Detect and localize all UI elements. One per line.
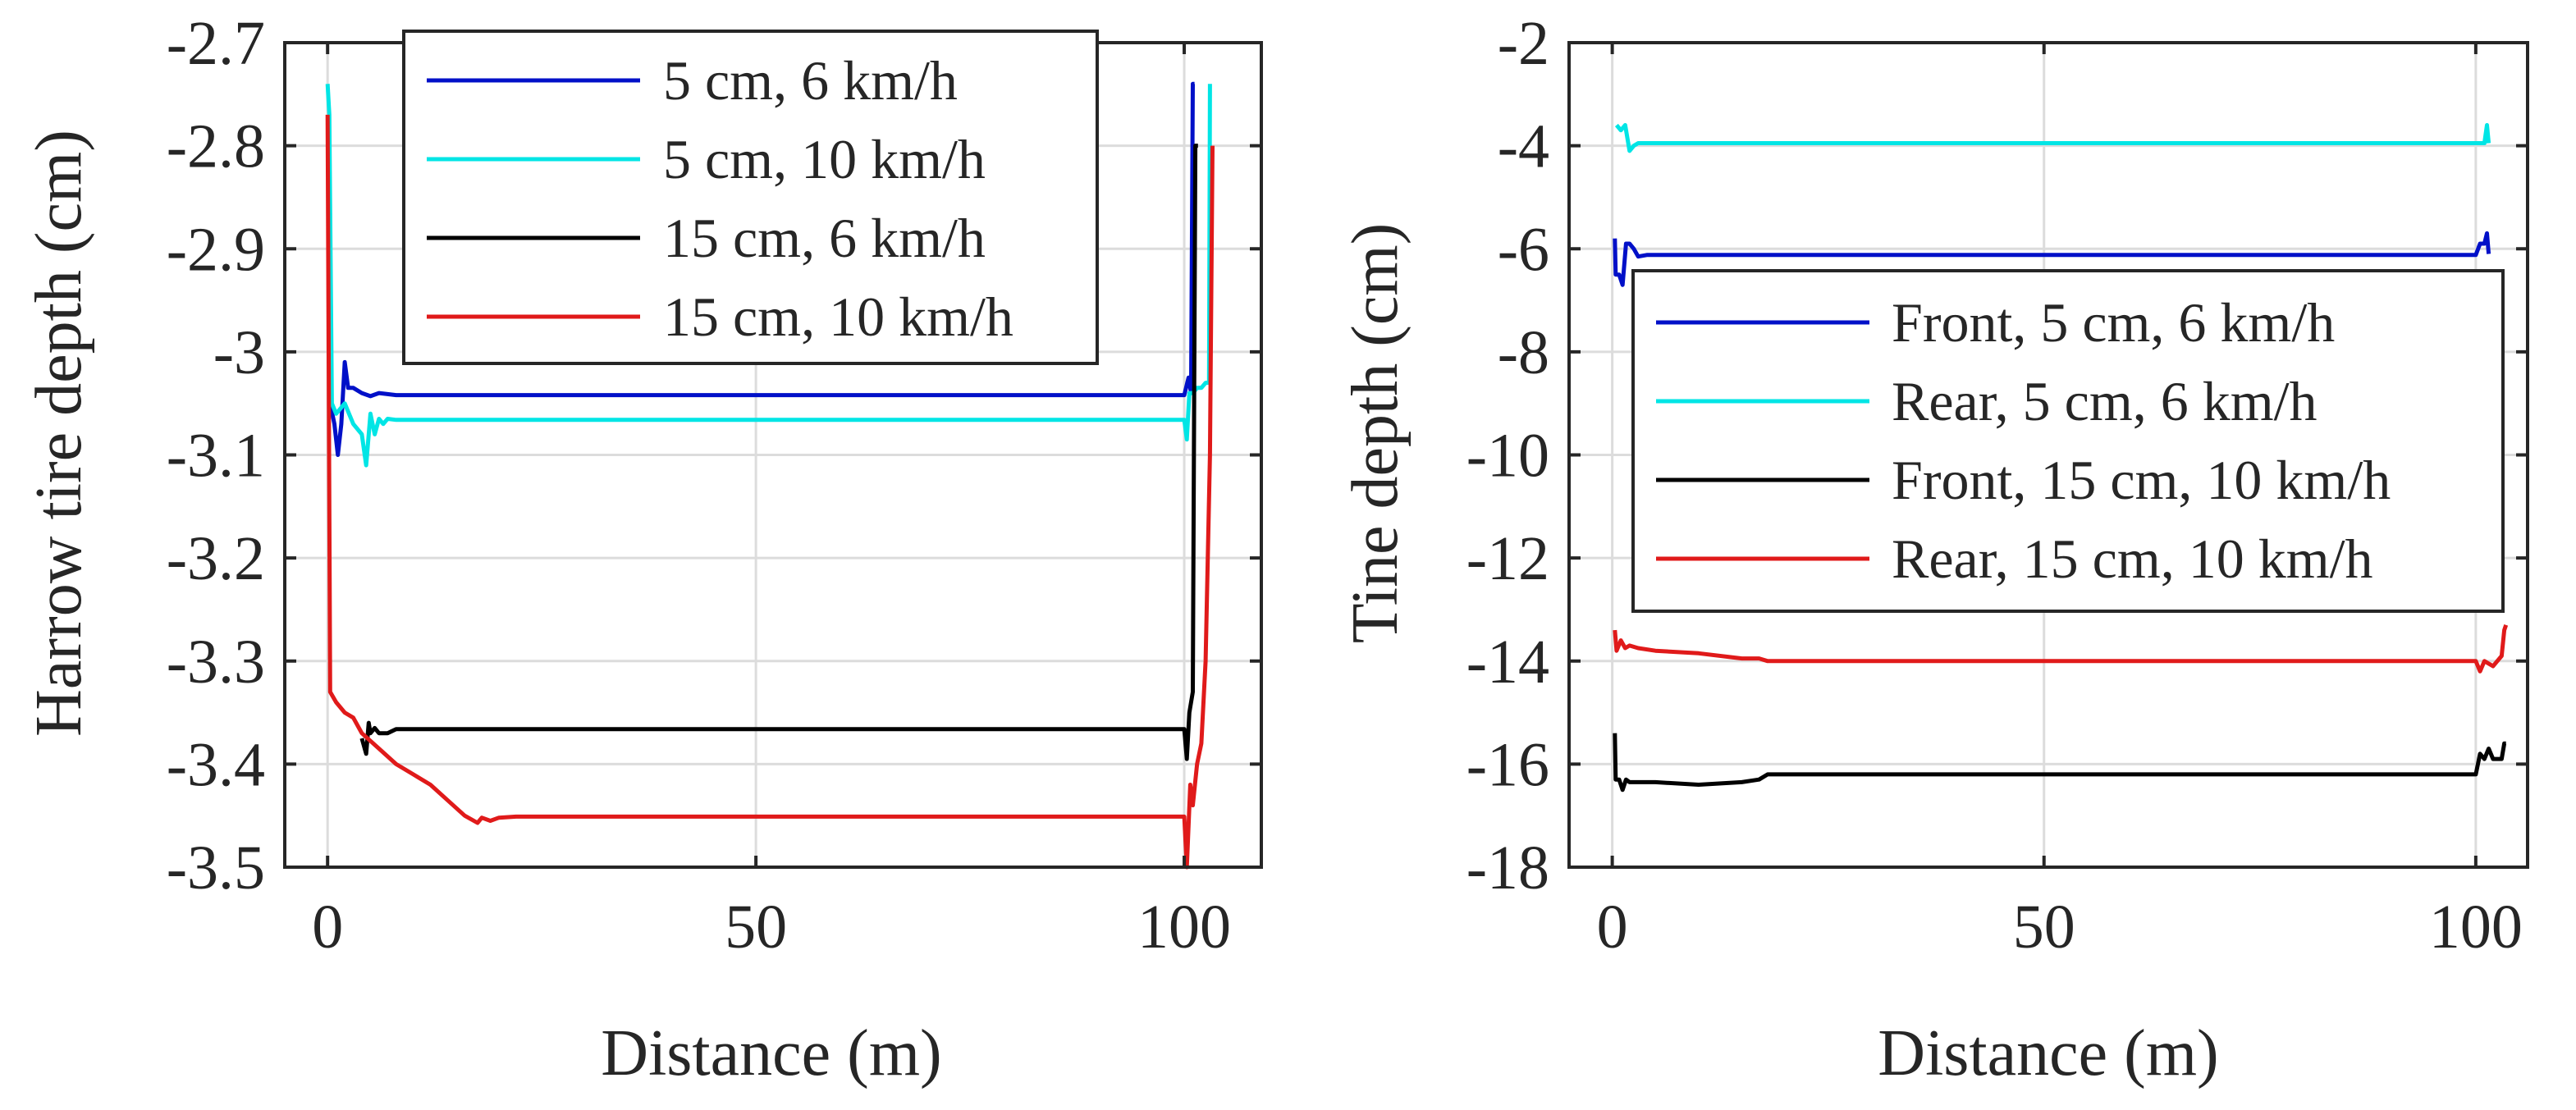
y-axis-label: Tine depth (cm) [1339,223,1412,644]
legend-entry-label: Front, 5 cm, 6 km/h [1892,291,2335,354]
x-axis-label: Distance (m) [1878,1017,2218,1089]
x-tick-label: 100 [2429,893,2523,962]
y-tick-label: -2.7 [167,9,265,78]
y-tick-label: -6 [1498,215,1549,284]
legend-box [402,30,1099,365]
legend-entry-label: 15 cm, 6 km/h [663,207,986,269]
legend-entry-label: Rear, 15 cm, 10 km/h [1892,528,2373,590]
y-axis-label: Harrow tire depth (cm) [23,130,95,737]
y-tick-label: -3.3 [167,628,265,697]
legend-entry-label: Front, 15 cm, 10 km/h [1892,449,2391,511]
x-tick-label: 0 [312,893,343,962]
x-axis-label: Distance (m) [601,1017,941,1089]
x-tick-label: 50 [2013,893,2075,962]
y-tick-label: -3.2 [167,524,265,593]
series-line-2 [1614,123,2491,153]
legend-entry-label: 5 cm, 6 km/h [663,49,958,112]
legend-entry-label: 5 cm, 10 km/h [663,128,986,190]
x-tick-label: 0 [1597,893,1628,962]
series-group [325,81,1215,870]
legend-entry-label: 15 cm, 10 km/h [663,285,1013,348]
y-tick-label: -18 [1466,834,1549,902]
series-group [1613,123,2509,793]
series-line-4 [1613,624,2509,674]
y-tick-label: -2.8 [167,112,265,181]
y-tick-label: -3 [213,318,265,387]
legend: Front, 5 cm, 6 km/h Rear, 5 cm, 6 km/h Fro… [1631,269,2505,613]
y-tick-label: -3.4 [167,730,265,799]
series-line-4 [325,114,1215,870]
series-line-1 [327,81,1195,457]
x-tick-label: 50 [725,893,787,962]
y-tick-label: -16 [1466,730,1549,799]
y-tick-label: -3.1 [167,422,265,491]
legend-box [1631,269,2505,613]
chart-panel-tine-depth: 0 50 100 -2 -4 -6 -8 -10 -12 -14 -16 -18 Front, 5 cm… [1339,9,2529,1089]
x-tick-label: 100 [1137,893,1231,962]
legend: 5 cm, 6 km/h 5 cm, 10 km/h 15 cm, 6 km/h 15… [402,30,1099,365]
series-line-2 [325,84,1212,468]
y-tick-label: -14 [1466,628,1549,697]
y-tick-label: -12 [1466,524,1549,593]
series-line-1 [1613,231,2491,287]
series-line-3 [1613,733,2507,793]
y-tick-label: -3.5 [167,834,265,902]
chart-panel-harrow-tire-depth: 0 50 100 -2.7 -2.8 -2.9 -3 -3.1 -3.2 -3.3 -3.4 -3.5… [23,9,1263,1089]
y-tick-label: -4 [1498,112,1549,181]
y-tick-label: -8 [1498,318,1549,387]
series-line-3 [359,144,1198,761]
y-tick-label: -10 [1466,422,1549,491]
legend-entry-label: Rear, 5 cm, 6 km/h [1892,370,2317,432]
y-tick-label: -2 [1498,9,1549,78]
y-tick-label: -2.9 [167,215,265,284]
